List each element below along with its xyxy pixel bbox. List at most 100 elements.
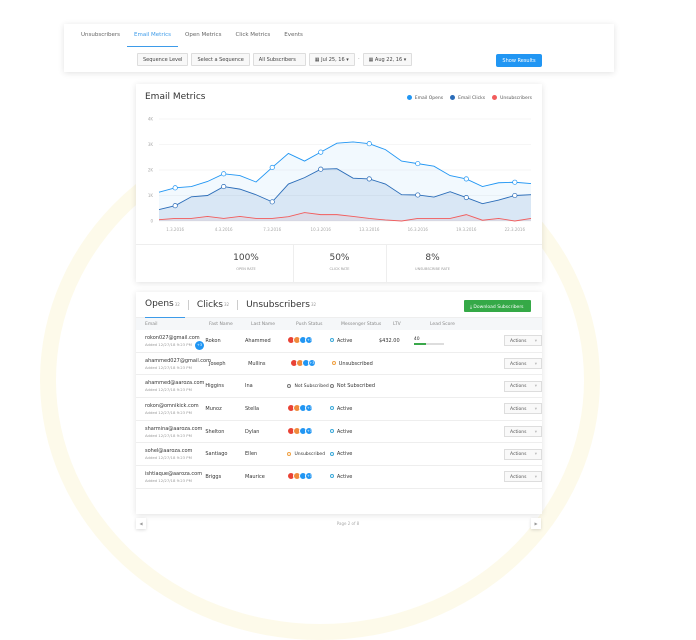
date-from[interactable]: ▦ Jul 25, 16 ▾ bbox=[308, 53, 355, 66]
tab-divider bbox=[187, 299, 189, 310]
push-status: +3 bbox=[287, 471, 329, 482]
first-name: Briggs bbox=[205, 473, 222, 480]
stat-1: 50% CLICK RATE bbox=[292, 245, 386, 282]
email[interactable]: ahammed027@gmail.com bbox=[145, 357, 211, 364]
lead-score-fill bbox=[413, 343, 426, 345]
email[interactable]: sohel@aaroza.com bbox=[145, 448, 193, 455]
tab-clicks[interactable]: Clicks 32 bbox=[196, 299, 230, 310]
data-point bbox=[463, 194, 469, 201]
data-point bbox=[463, 176, 469, 182]
email[interactable]: rokon027@gmail.com bbox=[145, 334, 200, 341]
date-to[interactable]: ▦ Aug 22, 16 ▾ bbox=[362, 53, 413, 66]
legend-dot bbox=[492, 95, 498, 100]
table-tabs: Opens 32 Clicks 32 Unsubscribers 32 bbox=[136, 292, 542, 318]
calendar-icon: ▦ bbox=[314, 57, 322, 63]
tab-divider bbox=[237, 299, 239, 310]
email[interactable]: ishtiaque@aaroza.com bbox=[145, 470, 203, 477]
status-dot bbox=[329, 474, 334, 479]
added-date: Added 12/27/18 9:23 PM bbox=[145, 432, 192, 438]
actions-dropdown[interactable]: Actions ▾ bbox=[504, 335, 543, 347]
stat-label: OPEN RATE bbox=[236, 267, 256, 271]
x-tick-label: 13.3.2016 bbox=[359, 227, 380, 232]
page-indicator: Page 2 of 8 bbox=[336, 521, 360, 526]
legend-item[interactable]: Email Opens bbox=[406, 95, 443, 101]
y-tick-label: 3K bbox=[148, 142, 154, 147]
messenger-status: Active bbox=[329, 429, 379, 435]
more-count: +3 bbox=[305, 335, 314, 344]
column-header: Last Name bbox=[251, 321, 276, 327]
push-status: +3 bbox=[287, 403, 329, 414]
messenger-status: Active bbox=[329, 451, 379, 457]
table-header: Email Fast Name Last Name Push Status Messen… bbox=[136, 318, 542, 330]
email[interactable]: rokon@omnikick.com bbox=[145, 402, 199, 409]
data-point bbox=[415, 192, 421, 198]
legend-dot bbox=[450, 95, 456, 100]
series-line bbox=[158, 212, 532, 222]
email-cell: rokon@omnikick.com Added 12/27/18 9:23 PM bbox=[136, 403, 205, 415]
legend-item[interactable]: Unsubscribers bbox=[492, 95, 532, 101]
first-name: Shelton bbox=[205, 428, 225, 435]
tab-email-metrics[interactable]: Email Metrics bbox=[127, 24, 179, 47]
show-results-button[interactable]: Show Results bbox=[496, 54, 542, 67]
prev-page-button[interactable]: ◀ bbox=[136, 518, 146, 529]
actions-dropdown[interactable]: Actions ▾ bbox=[504, 471, 543, 483]
next-page-button[interactable]: ▶ bbox=[531, 518, 541, 529]
tab-unsubscribers[interactable]: Unsubscribers 32 bbox=[246, 299, 317, 310]
tab-unsubscribers[interactable]: Unsubscribers bbox=[81, 32, 121, 38]
email-metrics-chart: 0 1K 2K 3K 4K 1.3.2016 4.3.2016 7.3.2016 10.3.20… bbox=[148, 117, 532, 232]
messenger-status: Not Subscribed bbox=[329, 383, 379, 389]
y-tick-label: 1K bbox=[148, 193, 154, 198]
email-cell: rokon027@gmail.com Added 12/27/18 9:23 PM… bbox=[136, 334, 205, 350]
column-header: Lead Score bbox=[430, 321, 455, 327]
chevron-down-icon: ▾ bbox=[534, 406, 538, 412]
column-header: Push Status bbox=[296, 321, 323, 327]
chart-title: Email Metrics bbox=[145, 92, 206, 102]
email[interactable]: sharmina@aaroza.com bbox=[145, 425, 203, 432]
x-tick-label: 1.3.2016 bbox=[166, 227, 184, 232]
email-cell: ahammed027@gmail.com Added 12/27/18 9:23 … bbox=[136, 357, 211, 370]
tab-open-metrics[interactable]: Open Metrics bbox=[185, 32, 222, 38]
actions-dropdown[interactable]: Actions ▾ bbox=[504, 448, 543, 460]
data-point bbox=[172, 203, 178, 209]
sequence-level-select[interactable]: Sequence Level bbox=[137, 53, 189, 66]
subscribers-select[interactable]: All Subscribers bbox=[252, 53, 306, 66]
actions-dropdown[interactable]: Actions ▾ bbox=[504, 426, 543, 438]
data-point bbox=[366, 141, 372, 147]
added-date: Added 12/27/18 9:23 PM bbox=[145, 387, 192, 393]
sequence-select[interactable]: Select a Sequence bbox=[191, 53, 250, 66]
tab-events[interactable]: Events bbox=[284, 32, 303, 38]
tab-click-metrics[interactable]: Click Metrics bbox=[235, 32, 271, 38]
x-tick-label: 22.3.2016 bbox=[505, 227, 526, 232]
stat-2: 8% UNSUBSCRIBE RATE bbox=[385, 245, 479, 282]
data-point bbox=[415, 161, 421, 167]
last-name: Ina bbox=[245, 383, 253, 390]
email-cell: ahammed@aaroza.com Added 12/27/18 9:23 PM bbox=[136, 380, 205, 392]
chevron-down-icon: ▾ bbox=[534, 452, 538, 458]
legend-item[interactable]: Email Clicks bbox=[450, 95, 485, 101]
tab-opens[interactable]: Opens 32 bbox=[145, 292, 185, 318]
stat-label: UNSUBSCRIBE RATE bbox=[415, 267, 450, 271]
table-row: rokon027@gmail.com Added 12/27/18 9:23 PM… bbox=[136, 330, 543, 353]
messenger-status: Unsubscribed bbox=[331, 361, 380, 367]
more-badge[interactable]: +3 bbox=[195, 340, 204, 350]
subscribers-table-card: Opens 32 Clicks 32 Unsubscribers 32 ⤓ Downloa… bbox=[136, 292, 543, 514]
date-separator: - bbox=[357, 56, 360, 62]
actions-dropdown[interactable]: Actions ▾ bbox=[504, 358, 543, 370]
messenger-status: Active bbox=[329, 338, 379, 344]
messenger-status: Active bbox=[329, 406, 379, 412]
browser-icons: +3 bbox=[287, 403, 314, 412]
browser-icons: +3 bbox=[287, 471, 314, 480]
more-count: +3 bbox=[307, 358, 316, 367]
email[interactable]: ahammed@aaroza.com bbox=[145, 380, 205, 387]
download-subscribers-button[interactable]: ⤓ Download Subscribers bbox=[464, 300, 531, 312]
data-point bbox=[221, 184, 227, 190]
status-dot bbox=[331, 361, 336, 366]
chevron-down-icon: ▾ bbox=[534, 338, 538, 344]
actions-dropdown[interactable]: Actions ▾ bbox=[504, 403, 543, 415]
push-status: +3 bbox=[287, 426, 329, 437]
ltv: $432.00 bbox=[378, 337, 400, 344]
actions-dropdown[interactable]: Actions ▾ bbox=[504, 380, 543, 392]
x-tick-label: 7.3.2016 bbox=[263, 227, 281, 232]
filter-bar: Unsubscribers Email Metrics Open Metrics Cl… bbox=[64, 24, 614, 72]
added-date: Added 12/27/18 9:23 PM bbox=[145, 341, 192, 347]
